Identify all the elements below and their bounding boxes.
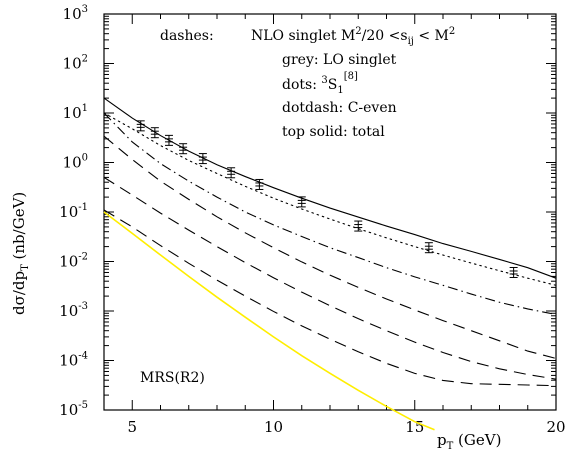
y-tick-label: 10-3 (59, 301, 88, 320)
legend-dashes-text3: < M (414, 28, 449, 44)
y-tick-label: 10-1 (59, 202, 88, 221)
series-line-1-solid (103, 97, 557, 279)
y-tick-label: 10-2 (59, 252, 88, 271)
y-tick-label: 102 (63, 54, 88, 73)
x-axis-label: pT (GeV) (437, 431, 501, 452)
legend-line-dots: dots: 3S1[8] (282, 71, 358, 96)
y-tick-label: 10-5 (59, 400, 88, 419)
legend-line-dotdash: dotdash: C-even (282, 100, 397, 116)
y-tick-label: 103 (63, 4, 88, 23)
y-tick-label: 101 (63, 103, 88, 122)
legend-dashes-sup2: 2 (449, 26, 455, 37)
legend-line-total: top solid: total (282, 124, 385, 140)
series-line-6-dashed (103, 209, 557, 387)
data-point (136, 120, 145, 132)
data-point (424, 242, 433, 254)
legend-line-grey: grey: LO singlet (282, 52, 397, 68)
data-point (227, 167, 236, 179)
legend-line-dashes: dashes: NLO singlet M2/20 <sij < M2 (160, 26, 455, 47)
legend-dashes-text: NLO singlet M (251, 28, 355, 44)
data-point (255, 178, 264, 190)
legend-dashes-sub: ij (408, 36, 414, 47)
x-tick-label: 5 (127, 418, 137, 436)
series-line-4-dashed (103, 135, 557, 359)
series-line-2-dotted (103, 112, 557, 286)
legend-dots-sup2: [8] (344, 71, 358, 82)
legend-dots-sup1: 3 (321, 75, 327, 86)
series-line-7-solid (103, 211, 435, 431)
data-point (150, 127, 159, 139)
series-line-5-dashed (103, 176, 557, 380)
x-tick-label: 10 (264, 418, 283, 436)
data-point (297, 196, 306, 208)
y-tick-label: 10-4 (59, 351, 88, 370)
legend-dots-sub: 1 (337, 85, 343, 96)
legend-dots-s: S (328, 77, 338, 93)
data-point (198, 153, 207, 165)
plot-frame (103, 13, 557, 411)
y-axis-label: dσ/dpT (nb/GeV) (10, 192, 31, 315)
data-point (179, 143, 188, 155)
pdf-note: MRS(R2) (140, 370, 205, 386)
y-tick-label: 100 (63, 153, 88, 172)
data-point (354, 220, 363, 232)
legend-dashes-key: dashes: (160, 28, 214, 44)
legend-dashes-sup1: 2 (355, 26, 361, 37)
x-tick-label: 20 (546, 418, 565, 436)
x-tick-label: 15 (405, 418, 424, 436)
legend-dashes-text2: /20 <s (362, 28, 408, 44)
series-line-3-dotdash (103, 112, 557, 316)
legend-dots-key: dots: (282, 77, 321, 93)
data-point (164, 134, 173, 146)
data-point (509, 266, 518, 278)
